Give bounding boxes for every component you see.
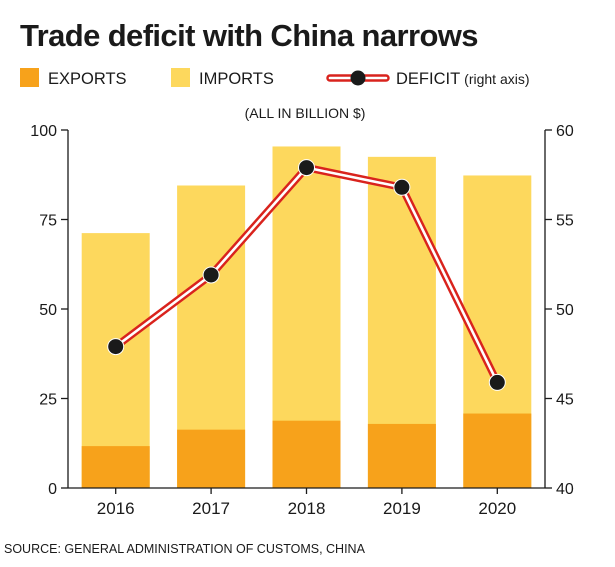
x-tick-label-2017: 2017 [192, 499, 230, 518]
left-tick-label-25: 25 [39, 392, 57, 409]
legend-swatch-deficit [326, 70, 390, 86]
bar-exports-2016 [81, 446, 150, 488]
right-tick-label-60: 60 [556, 123, 574, 140]
right-axis-ticks: 40 45 50 55 60 [545, 123, 574, 498]
bar-exports-2019 [367, 423, 436, 488]
left-axis-ticks: 0 25 50 75 100 [30, 123, 68, 498]
chart-title: Trade deficit with China narrows [20, 18, 478, 53]
deficit-point-2017 [202, 266, 220, 284]
unit-note: (ALL IN BILLION $) [245, 105, 366, 121]
legend-deficit-name: DEFICIT [396, 70, 460, 88]
bar-exports-2020 [463, 413, 532, 488]
legend-deficit-suffix: (right axis) [464, 71, 529, 87]
deficit-line [107, 159, 506, 391]
right-tick-label-40: 40 [556, 481, 574, 498]
x-tick-label-2016: 2016 [97, 499, 135, 518]
left-tick-label-50: 50 [39, 302, 57, 319]
x-axis-labels: 2016 2017 2018 2019 2020 [97, 488, 516, 518]
legend-swatch-exports [20, 68, 39, 87]
x-tick-label-2020: 2020 [478, 499, 516, 518]
left-tick-label-75: 75 [39, 213, 57, 230]
legend: EXPORTS IMPORTS DEFICIT (right axis) [20, 68, 530, 88]
bar-imports-2016 [81, 233, 150, 488]
x-tick-label-2019: 2019 [383, 499, 421, 518]
bar-exports-2018 [272, 420, 341, 488]
x-tick-label-2018: 2018 [288, 499, 326, 518]
right-tick-label-55: 55 [556, 213, 574, 230]
legend-label-deficit: DEFICIT (right axis) [396, 70, 530, 88]
left-tick-label-100: 100 [30, 123, 57, 140]
deficit-point-2018 [298, 159, 315, 177]
left-tick-label-0: 0 [48, 481, 57, 498]
bar-exports-2017 [177, 429, 246, 488]
source-note: SOURCE: GENERAL ADMINISTRATION OF CUSTOM… [4, 542, 366, 556]
legend-label-imports: IMPORTS [199, 70, 274, 88]
deficit-point-2019 [393, 178, 411, 196]
deficit-point-2020 [488, 373, 506, 391]
right-tick-label-45: 45 [556, 392, 574, 409]
legend-swatch-imports [171, 68, 190, 87]
bars [81, 146, 532, 489]
right-tick-label-50: 50 [556, 302, 574, 319]
legend-label-exports: EXPORTS [48, 70, 127, 88]
deficit-point-2016 [107, 338, 125, 356]
